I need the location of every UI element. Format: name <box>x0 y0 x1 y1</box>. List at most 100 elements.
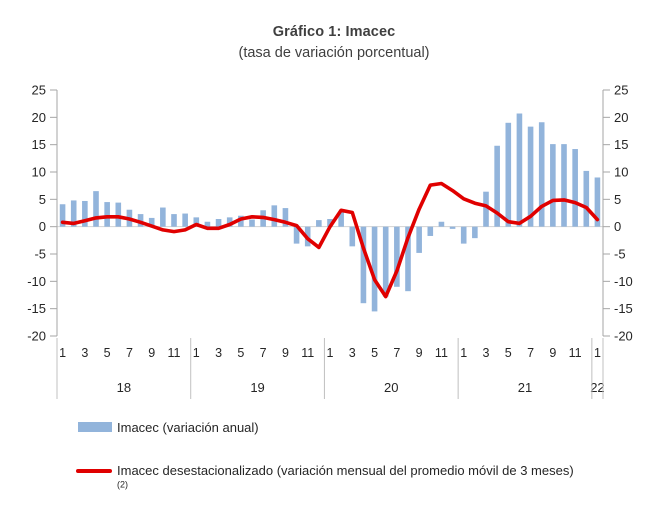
bar <box>382 226 389 297</box>
legend-item-line: Imacec desestacionalizado (variación men… <box>76 462 579 498</box>
x-month-label: 7 <box>393 346 400 360</box>
y-axis-label-right: -20 <box>614 329 633 344</box>
bar <box>527 126 534 227</box>
bar <box>171 214 177 227</box>
y-axis-label-left: -5 <box>34 247 46 262</box>
chart-subtitle: (tasa de variación porcentual) <box>238 45 430 61</box>
x-year-label: 20 <box>384 380 398 395</box>
bar <box>538 122 545 227</box>
x-year-label: 22 <box>590 380 604 395</box>
chart-title: Gráfico 1: Imacec <box>272 24 396 40</box>
bar <box>483 191 489 227</box>
x-month-label: 9 <box>282 346 289 360</box>
bar <box>516 113 523 227</box>
bar <box>338 211 344 227</box>
legend-line-label-footnote: (2) <box>117 479 128 490</box>
x-month-label: 11 <box>301 346 314 360</box>
x-month-label: 11 <box>168 346 181 360</box>
bar <box>561 144 567 227</box>
y-axis-label-right: 20 <box>614 110 628 125</box>
y-axis-label-left: 15 <box>32 137 46 152</box>
trend-line <box>60 181 600 299</box>
legend-line-label-text: Imacec desestacionalizado (variación men… <box>117 463 574 478</box>
bar <box>160 207 166 227</box>
bar <box>238 215 244 227</box>
bar <box>583 170 590 227</box>
y-axis-label-left: 5 <box>39 192 46 207</box>
legend-line-swatch <box>76 469 112 473</box>
bar <box>460 226 467 244</box>
bar <box>59 204 66 227</box>
x-month-label: 9 <box>549 346 556 360</box>
y-axis-label-left: -10 <box>27 274 46 289</box>
bar <box>572 149 578 227</box>
bar <box>505 122 512 227</box>
x-month-label: 5 <box>505 346 512 360</box>
y-axis-label-right: 15 <box>614 137 628 152</box>
x-month-label: 3 <box>349 346 356 360</box>
bar <box>316 220 322 227</box>
legend-item-bars: Imacec (variación anual) <box>78 419 259 437</box>
bar <box>82 200 88 227</box>
x-month-label: 3 <box>215 346 222 360</box>
x-month-label: 1 <box>594 346 601 360</box>
y-axis-label-right: 10 <box>614 165 628 180</box>
x-month-label: 11 <box>569 346 582 360</box>
bar <box>148 217 155 227</box>
y-axis-label-left: -15 <box>27 301 46 316</box>
bar <box>226 217 233 227</box>
x-month-label: 5 <box>237 346 244 360</box>
y-axis-label-right: -10 <box>614 274 633 289</box>
bar <box>416 226 422 253</box>
x-year-label: 21 <box>518 380 532 395</box>
bar <box>182 213 188 227</box>
bar <box>293 226 300 244</box>
y-axis-label-left: -20 <box>27 329 46 344</box>
bar <box>394 226 400 287</box>
bar <box>427 226 434 236</box>
x-year-label: 18 <box>117 380 131 395</box>
bar <box>215 219 222 227</box>
y-axis-label-right: -15 <box>614 301 633 316</box>
bar <box>204 221 211 227</box>
x-month-label: 1 <box>59 346 66 360</box>
y-axis-label-left: 0 <box>39 219 46 234</box>
legend-bar-label: Imacec (variación anual) <box>117 420 259 435</box>
x-month-label: 7 <box>126 346 133 360</box>
bar <box>282 208 289 227</box>
x-year-label: 19 <box>250 380 264 395</box>
x-month-label: 1 <box>193 346 200 360</box>
y-axis-label-left: 10 <box>32 165 46 180</box>
bar <box>472 226 478 239</box>
bar <box>70 200 77 227</box>
x-month-label: 1 <box>460 346 467 360</box>
x-month-label: 9 <box>148 346 155 360</box>
y-axis-label-right: 25 <box>614 83 628 98</box>
bar <box>93 191 99 227</box>
y-axis-label-right: 5 <box>614 192 621 207</box>
bar <box>594 177 601 227</box>
y-axis-label-left: 20 <box>32 110 46 125</box>
bar <box>438 221 445 227</box>
y-axis-label-right: 0 <box>614 219 621 234</box>
x-month-label: 5 <box>104 346 111 360</box>
legend-line-label: Imacec desestacionalizado (variación men… <box>117 462 579 498</box>
bar <box>494 145 500 227</box>
x-month-label: 1 <box>327 346 334 360</box>
x-month-label: 9 <box>416 346 423 360</box>
x-month-label: 5 <box>371 346 378 360</box>
bar <box>271 205 278 227</box>
bar <box>360 226 367 304</box>
bar <box>115 202 122 227</box>
legend-bar-swatch <box>78 422 112 432</box>
bar <box>327 219 333 227</box>
x-month-label: 3 <box>81 346 88 360</box>
x-month-label: 3 <box>483 346 490 360</box>
x-month-label: 7 <box>260 346 267 360</box>
bar <box>104 202 110 227</box>
x-month-label: 7 <box>527 346 534 360</box>
x-month-label: 11 <box>435 346 448 360</box>
bar <box>449 226 456 229</box>
